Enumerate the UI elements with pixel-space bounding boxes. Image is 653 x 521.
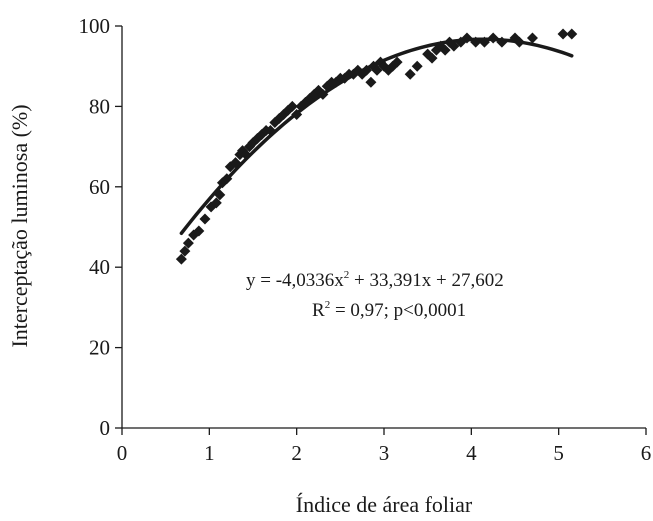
data-point bbox=[526, 32, 538, 44]
data-point bbox=[230, 157, 242, 169]
fit-equation: y = -4,0336x2 + 33,391x + 27,602 bbox=[246, 269, 504, 291]
data-point bbox=[439, 44, 451, 56]
data-point bbox=[182, 237, 194, 249]
data-point bbox=[286, 100, 298, 112]
data-point bbox=[557, 28, 569, 40]
data-point bbox=[221, 173, 233, 185]
data-point bbox=[264, 125, 276, 137]
y-tick-label: 80 bbox=[89, 94, 110, 118]
axes: 0 20 40 60 80 100 0 1 2 3 4 5 6 bbox=[79, 14, 652, 465]
y-tick-label: 0 bbox=[100, 416, 111, 440]
x-tick-label: 4 bbox=[466, 441, 477, 465]
y-tick-label: 60 bbox=[89, 175, 110, 199]
data-point bbox=[361, 64, 373, 76]
y-tick-label: 40 bbox=[89, 255, 110, 279]
data-point bbox=[365, 76, 377, 88]
x-tick-label: 5 bbox=[553, 441, 564, 465]
x-tick-label: 2 bbox=[291, 441, 302, 465]
data-point bbox=[193, 225, 205, 237]
data-point bbox=[210, 197, 222, 209]
data-point bbox=[214, 189, 226, 201]
data-point bbox=[317, 88, 329, 100]
data-point bbox=[426, 52, 438, 64]
data-point bbox=[470, 36, 482, 48]
data-point bbox=[199, 213, 211, 225]
x-tick-label: 6 bbox=[641, 441, 652, 465]
data-point bbox=[448, 40, 460, 52]
data-point bbox=[478, 36, 490, 48]
data-point bbox=[411, 60, 423, 72]
data-point bbox=[461, 32, 473, 44]
data-point bbox=[240, 149, 252, 161]
x-tick-label: 1 bbox=[204, 441, 215, 465]
data-point bbox=[371, 64, 383, 76]
data-point bbox=[487, 32, 499, 44]
data-point bbox=[566, 28, 578, 40]
data-point bbox=[179, 245, 191, 257]
data-point bbox=[513, 36, 525, 48]
fit-statistics: R2 = 0,97; p<0,0001 bbox=[312, 299, 466, 321]
x-tick-label: 3 bbox=[379, 441, 390, 465]
data-point bbox=[175, 253, 187, 265]
x-tick-label: 0 bbox=[117, 441, 128, 465]
y-tick-label: 100 bbox=[79, 14, 111, 38]
data-point bbox=[391, 56, 403, 68]
y-axis-title: Interceptação luminosa (%) bbox=[7, 104, 32, 347]
data-points bbox=[175, 28, 578, 265]
y-tick-label: 20 bbox=[89, 336, 110, 360]
data-point bbox=[404, 68, 416, 80]
x-axis-title: Índice de área foliar bbox=[296, 492, 473, 517]
data-point bbox=[496, 36, 508, 48]
data-point bbox=[291, 108, 303, 120]
